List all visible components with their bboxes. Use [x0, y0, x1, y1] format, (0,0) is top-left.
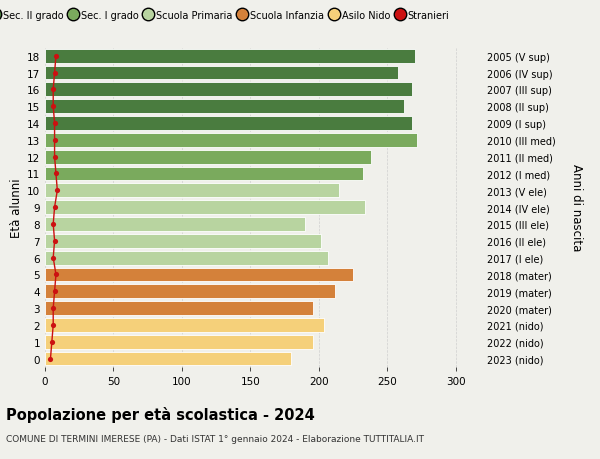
Point — [49, 103, 58, 111]
Bar — [45, 251, 328, 265]
Point — [50, 137, 59, 144]
Point — [47, 338, 56, 346]
Point — [49, 322, 58, 329]
Point — [49, 305, 58, 312]
Point — [50, 288, 59, 295]
Bar — [45, 235, 322, 248]
Bar — [45, 268, 353, 282]
Point — [50, 70, 59, 77]
Bar — [45, 100, 404, 114]
Bar — [45, 352, 292, 366]
Legend: Sec. II grado, Sec. I grado, Scuola Primaria, Scuola Infanzia, Asilo Nido, Stran: Sec. II grado, Sec. I grado, Scuola Prim… — [0, 7, 453, 24]
Bar — [45, 201, 365, 214]
Point — [46, 355, 55, 363]
Y-axis label: Anni di nascita: Anni di nascita — [570, 164, 583, 251]
Point — [50, 120, 59, 128]
Point — [53, 187, 62, 195]
Bar — [45, 83, 412, 97]
Y-axis label: Età alunni: Età alunni — [10, 178, 23, 237]
Point — [51, 170, 61, 178]
Text: COMUNE DI TERMINI IMERESE (PA) - Dati ISTAT 1° gennaio 2024 - Elaborazione TUTTI: COMUNE DI TERMINI IMERESE (PA) - Dati IS… — [6, 434, 424, 443]
Point — [49, 221, 58, 228]
Point — [51, 271, 61, 279]
Point — [49, 86, 58, 94]
Bar — [45, 167, 362, 181]
Bar — [45, 134, 418, 147]
Bar — [45, 184, 339, 198]
Bar — [45, 117, 412, 131]
Bar — [45, 218, 305, 231]
Bar — [45, 151, 371, 164]
Bar — [45, 302, 313, 315]
Point — [49, 254, 58, 262]
Bar — [45, 67, 398, 80]
Point — [50, 154, 59, 161]
Bar — [45, 319, 324, 332]
Bar — [45, 50, 415, 63]
Point — [50, 238, 59, 245]
Point — [51, 53, 61, 60]
Bar — [45, 285, 335, 298]
Point — [50, 204, 59, 212]
Text: Popolazione per età scolastica - 2024: Popolazione per età scolastica - 2024 — [6, 406, 315, 422]
Bar — [45, 335, 313, 349]
